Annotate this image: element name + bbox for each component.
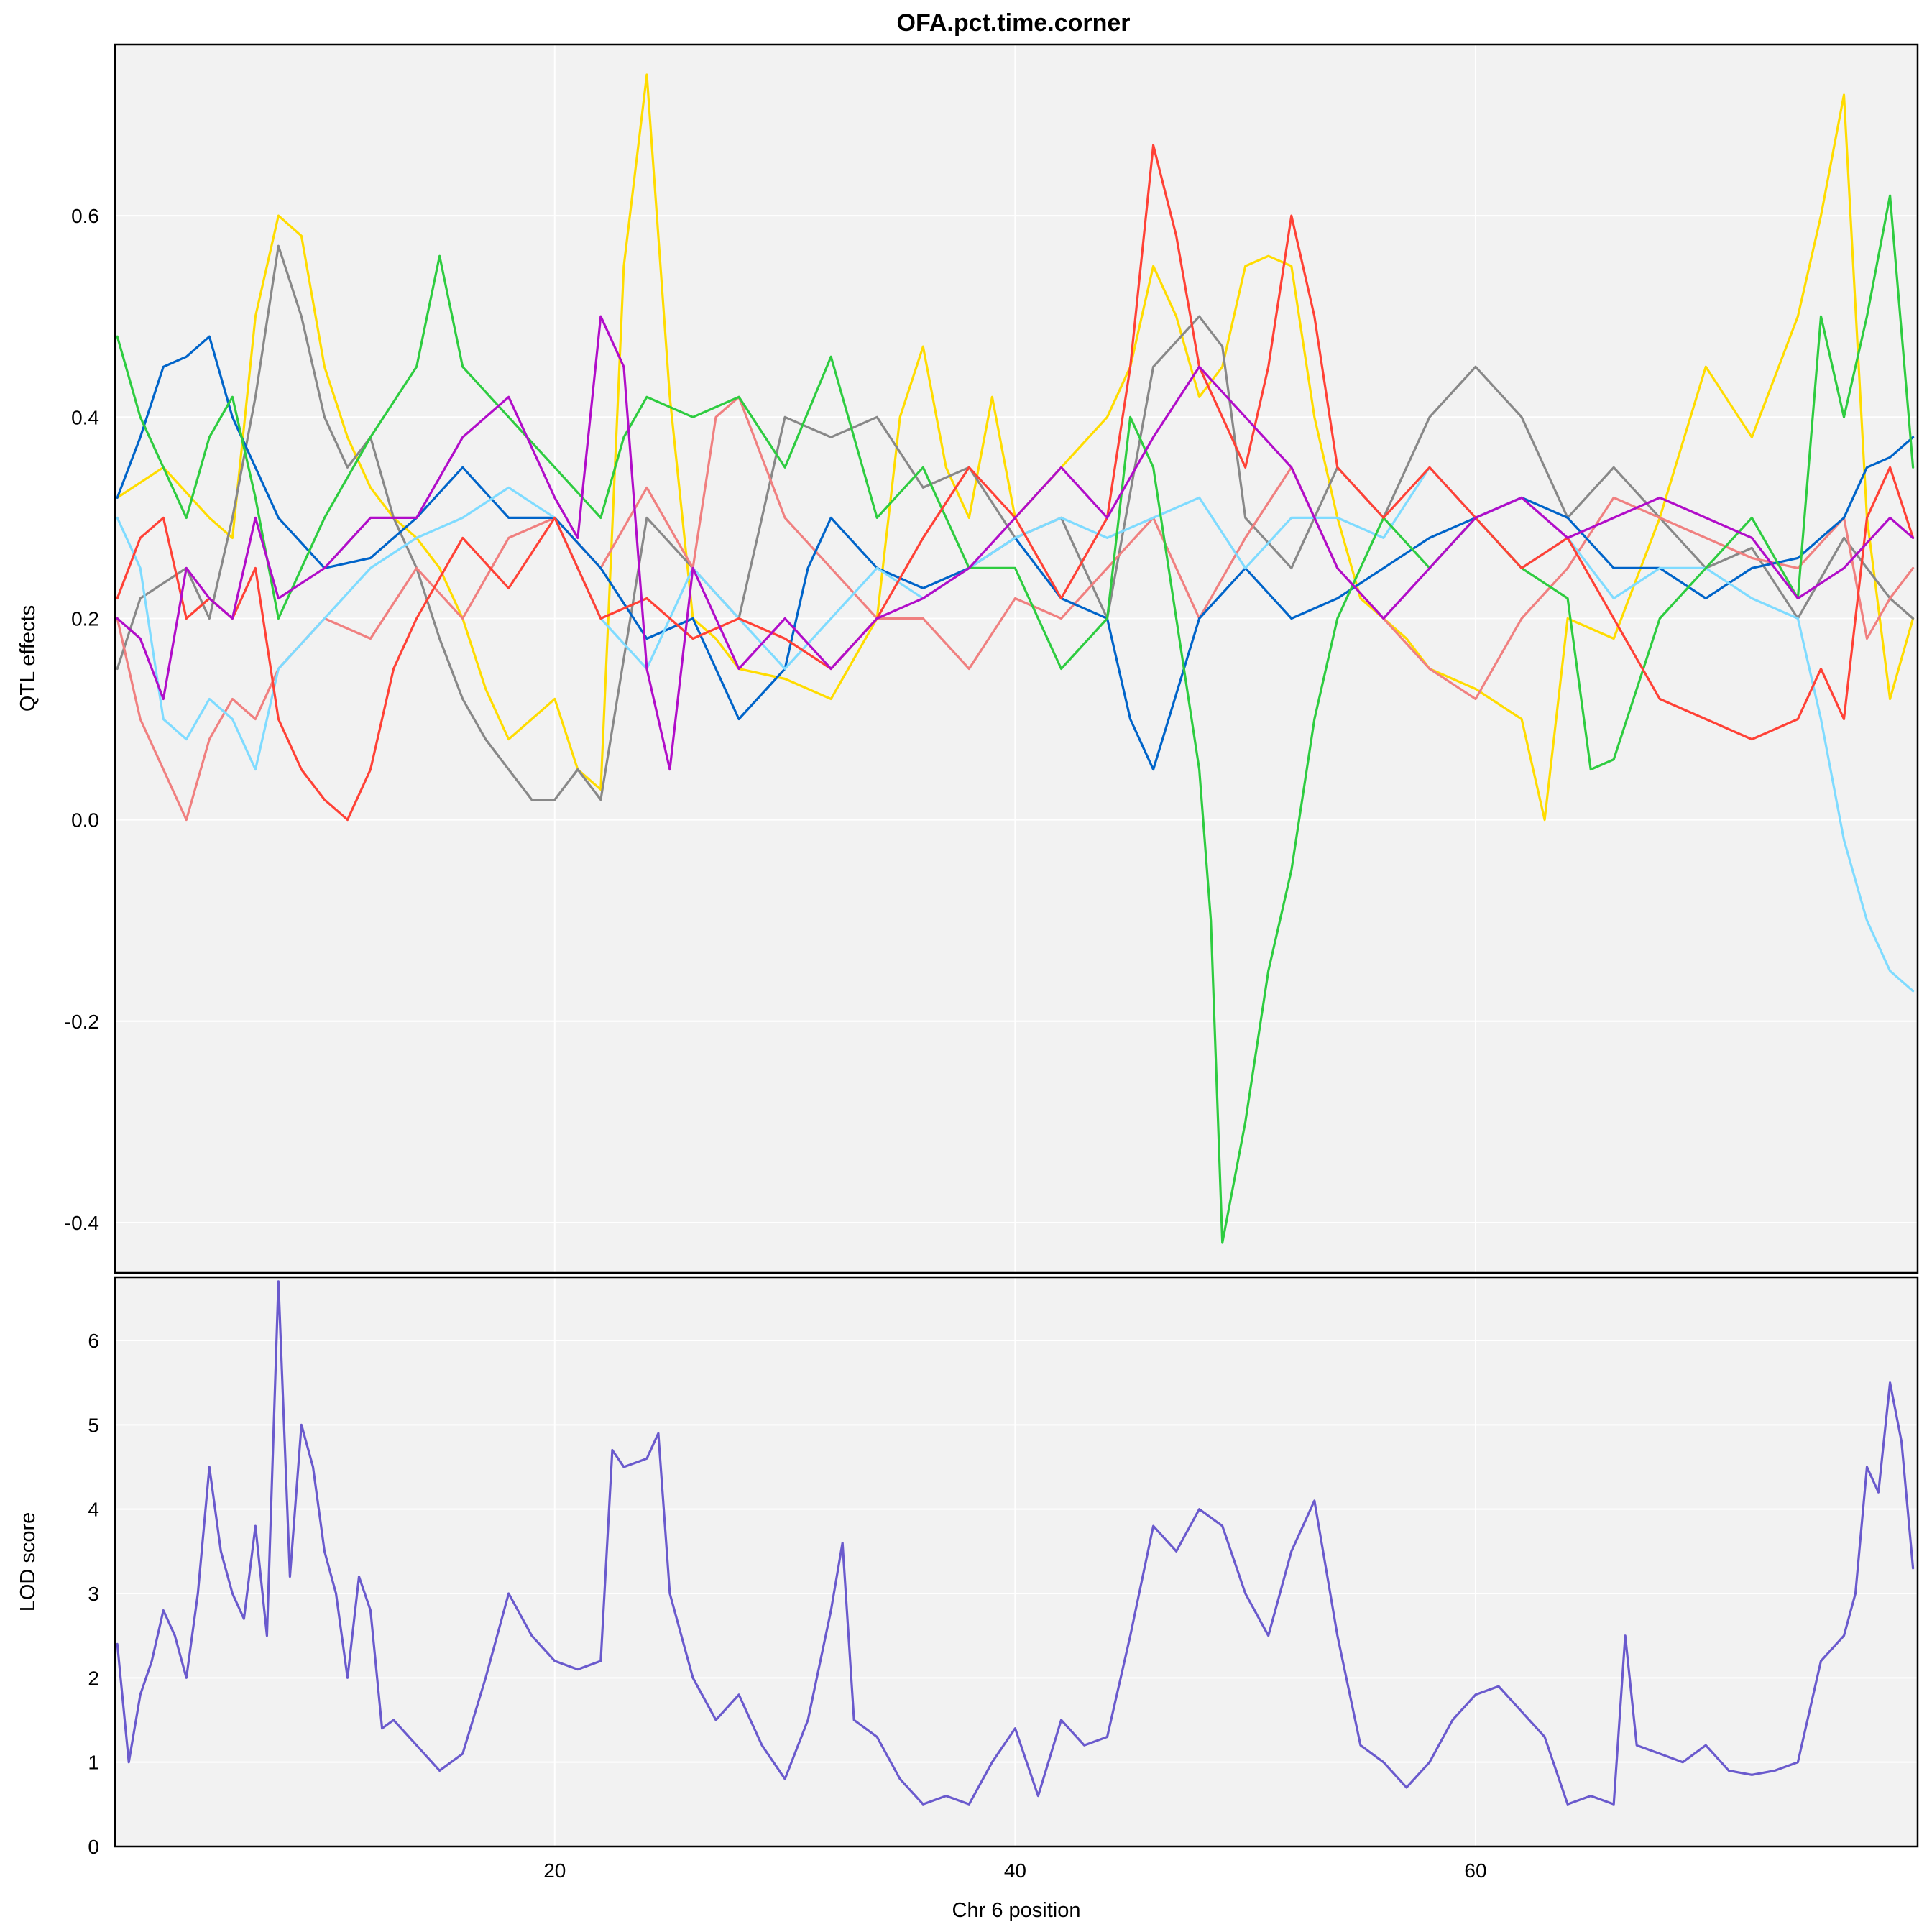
effects-series-line-7 [116, 144, 1915, 822]
lod-y-tick-label: 3 [88, 1583, 99, 1605]
effects-y-tick-label: 0.4 [71, 406, 99, 428]
effects-series-lines [116, 73, 1915, 1244]
effects-series-line-5 [116, 466, 1915, 993]
x-tick-label: 20 [543, 1859, 566, 1882]
lod-y-tick-label: 5 [88, 1414, 99, 1436]
lod-y-tick-label: 2 [88, 1667, 99, 1689]
lod-panel: 0 1 2 3 4 5 6 20 40 60 LOD score Chr 6 position [17, 1276, 1919, 1922]
lod-y-tick-labels: 0 1 2 3 4 5 6 [88, 1330, 99, 1858]
effects-y-tick-labels: -0.4 -0.2 0.0 0.2 0.4 0.6 [65, 205, 99, 1234]
x-tick-label: 40 [1004, 1859, 1026, 1882]
x-axis-label: Chr 6 position [952, 1899, 1081, 1922]
x-tick-labels: 20 40 60 [543, 1859, 1486, 1882]
effects-y-tick-label: -0.2 [65, 1011, 99, 1033]
effects-panel: -0.4 -0.2 0.0 0.2 0.4 0.6 QTL effects [17, 43, 1919, 1274]
lod-panel-background [115, 1277, 1918, 1846]
effects-y-tick-label: -0.4 [65, 1212, 99, 1234]
effects-panel-background [115, 45, 1918, 1273]
effects-panel-border [114, 43, 1919, 1274]
effects-series-line-8 [116, 315, 1915, 771]
effects-series-line-1 [116, 73, 1915, 822]
lod-y-tick-label: 4 [88, 1499, 99, 1521]
lod-series-line-1 [116, 1280, 1915, 1806]
effects-y-tick-label: 0.0 [71, 809, 99, 832]
lod-panel-border [114, 1276, 1919, 1848]
lod-series-lines [116, 1280, 1915, 1806]
effects-y-tick-label: 0.2 [71, 607, 99, 630]
effects-y-axis-label: QTL effects [17, 605, 40, 712]
chart-title: OFA.pct.time.corner [897, 9, 1131, 37]
lod-y-tick-label: 0 [88, 1836, 99, 1858]
effects-series-line-2 [116, 244, 1915, 801]
lod-y-axis-label: LOD score [17, 1512, 40, 1612]
x-tick-label: 60 [1464, 1859, 1486, 1882]
effects-y-tick-label: 0.6 [71, 205, 99, 227]
lod-y-tick-label: 1 [88, 1752, 99, 1774]
lod-y-tick-label: 6 [88, 1330, 99, 1352]
effects-series-line-6 [116, 194, 1915, 1244]
